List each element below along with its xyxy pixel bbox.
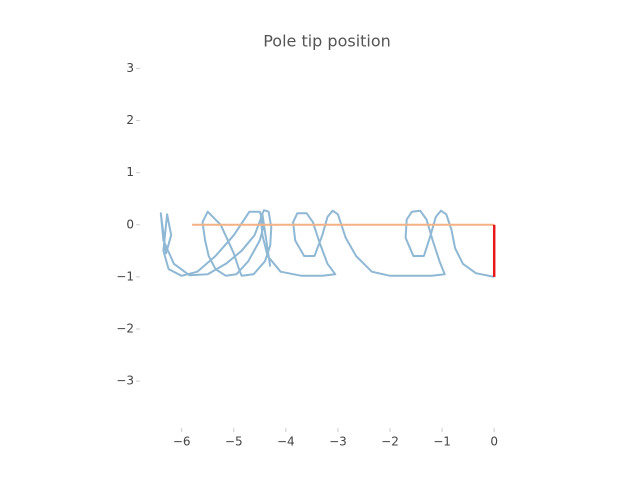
x-tick-label: −1 — [433, 435, 451, 449]
y-tick-label: −2 — [116, 321, 134, 335]
x-tick-label: 0 — [490, 435, 498, 449]
y-tick-label: 2 — [126, 113, 134, 127]
x-tick-label: −2 — [381, 435, 399, 449]
y-tick-label: −3 — [116, 374, 134, 388]
x-tick-label: −4 — [277, 435, 295, 449]
trajectory-line — [159, 209, 495, 278]
x-tick-label: −3 — [329, 435, 347, 449]
x-tick-label: −6 — [173, 435, 191, 449]
y-tick-label: 3 — [126, 61, 134, 75]
y-tick-label: 1 — [126, 165, 134, 179]
chart-title: Pole tip position — [263, 32, 391, 51]
x-tick-label: −5 — [225, 435, 243, 449]
y-tick-label: −1 — [116, 269, 134, 283]
y-tick-label: 0 — [126, 217, 134, 231]
